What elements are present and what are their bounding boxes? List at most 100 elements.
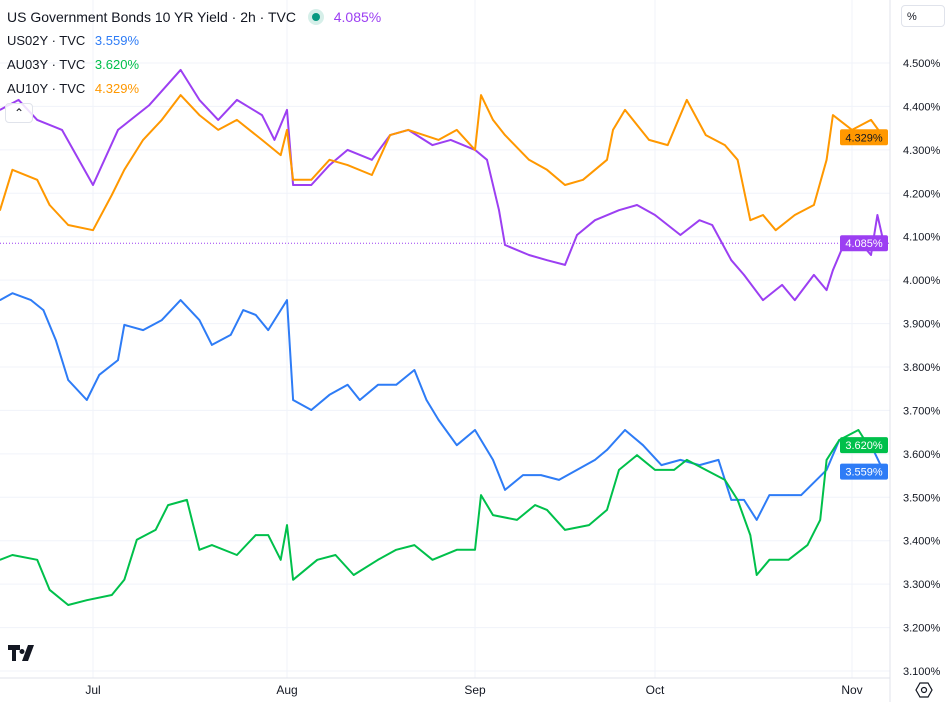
- data-point: [504, 134, 506, 136]
- data-point: [819, 519, 822, 521]
- legend-item-au03y[interactable]: AU03Y · TVC 3.620%: [7, 56, 381, 80]
- data-point: [217, 129, 219, 131]
- x-tick-label: Oct: [646, 683, 665, 697]
- data-point: [36, 559, 38, 561]
- last-value-label: 4.329%: [845, 132, 883, 144]
- data-point: [624, 429, 626, 431]
- data-point: [358, 399, 361, 401]
- settings-icon[interactable]: [915, 682, 933, 703]
- data-point: [774, 229, 777, 231]
- data-point: [456, 444, 458, 446]
- data-point: [211, 344, 213, 346]
- data-point: [261, 139, 263, 141]
- data-point: [110, 194, 113, 196]
- data-point: [86, 399, 88, 401]
- data-point: [724, 479, 726, 481]
- data-point: [534, 504, 536, 506]
- data-point: [0, 559, 1, 561]
- last-value-label-bg: [840, 235, 888, 252]
- data-point: [787, 494, 790, 496]
- data-point: [279, 154, 282, 156]
- data-point: [449, 139, 452, 141]
- data-point: [654, 214, 656, 216]
- last-value-label: 3.559%: [845, 467, 883, 479]
- data-point: [431, 559, 434, 561]
- y-tick-label: 3.500%: [903, 492, 941, 504]
- last-value-label-bg: [840, 463, 888, 480]
- data-point: [606, 159, 608, 161]
- data-point: [474, 149, 476, 151]
- data-point: [286, 524, 288, 526]
- data-point: [787, 559, 790, 561]
- data-point: [261, 114, 263, 116]
- data-point: [273, 139, 276, 141]
- data-point: [724, 144, 726, 146]
- data-point: [781, 284, 783, 286]
- data-point: [92, 184, 94, 186]
- data-point: [86, 599, 88, 602]
- data-point: [705, 469, 707, 471]
- y-tick-label: 3.300%: [903, 579, 941, 591]
- data-point: [825, 459, 828, 461]
- data-point: [594, 459, 596, 461]
- data-point: [161, 119, 163, 121]
- legend-item-au10y[interactable]: AU10Y · TVC 4.329%: [7, 80, 381, 104]
- data-point: [516, 519, 518, 521]
- data-point: [546, 259, 548, 261]
- data-point: [711, 224, 713, 226]
- data-point: [636, 454, 638, 456]
- series-au03y[interactable]: [0, 429, 885, 606]
- data-point: [437, 419, 440, 421]
- last-value-label: 4.085%: [845, 238, 883, 250]
- data-point: [36, 119, 38, 121]
- last-value-label: 3.620%: [845, 440, 883, 452]
- legend-item-us02y[interactable]: US02Y · TVC 3.559%: [7, 32, 381, 56]
- data-point: [148, 104, 151, 106]
- data-point: [705, 134, 707, 136]
- data-point: [117, 129, 119, 131]
- data-point: [636, 204, 638, 206]
- x-tick-label: Sep: [464, 683, 486, 697]
- series-line: [0, 94, 885, 232]
- data-point: [346, 384, 349, 386]
- data-point: [717, 459, 720, 461]
- series-line: [0, 68, 885, 302]
- data-point: [800, 494, 802, 496]
- x-tick-label: Nov: [841, 683, 862, 697]
- legend-item-label: AU10Y · TVC: [7, 81, 86, 96]
- last-value-label-bg: [840, 129, 888, 146]
- data-point: [456, 129, 458, 131]
- data-point: [768, 494, 771, 496]
- y-tick-label: 3.600%: [903, 449, 941, 461]
- data-point: [161, 319, 163, 321]
- y-tick-label: 4.000%: [903, 275, 941, 287]
- data-point: [389, 134, 391, 136]
- data-point: [17, 99, 20, 101]
- data-point: [564, 184, 566, 186]
- data-point: [179, 94, 182, 96]
- legend-main-series[interactable]: US Government Bonds 10 YR Yield · 2h · T…: [7, 8, 381, 32]
- series-line: [0, 429, 885, 606]
- data-point: [588, 524, 590, 526]
- data-point: [813, 274, 815, 276]
- data-point: [328, 393, 331, 396]
- data-point: [504, 244, 506, 246]
- collapse-legend-button[interactable]: ⌃: [5, 103, 33, 123]
- data-point: [749, 534, 752, 536]
- data-point: [0, 109, 1, 111]
- data-point: [123, 579, 126, 581]
- data-point: [407, 129, 410, 131]
- x-tick-label: Aug: [276, 683, 297, 697]
- data-point: [736, 159, 739, 161]
- tradingview-logo[interactable]: [8, 645, 40, 666]
- series-us02y[interactable]: [0, 292, 885, 521]
- data-point: [749, 219, 752, 222]
- data-point: [730, 259, 733, 261]
- series-au10y[interactable]: [0, 94, 885, 232]
- data-point: [48, 204, 51, 206]
- data-point: [666, 144, 669, 146]
- data-point: [480, 94, 482, 96]
- scale-mode-button[interactable]: %: [901, 5, 945, 27]
- data-point: [328, 159, 331, 161]
